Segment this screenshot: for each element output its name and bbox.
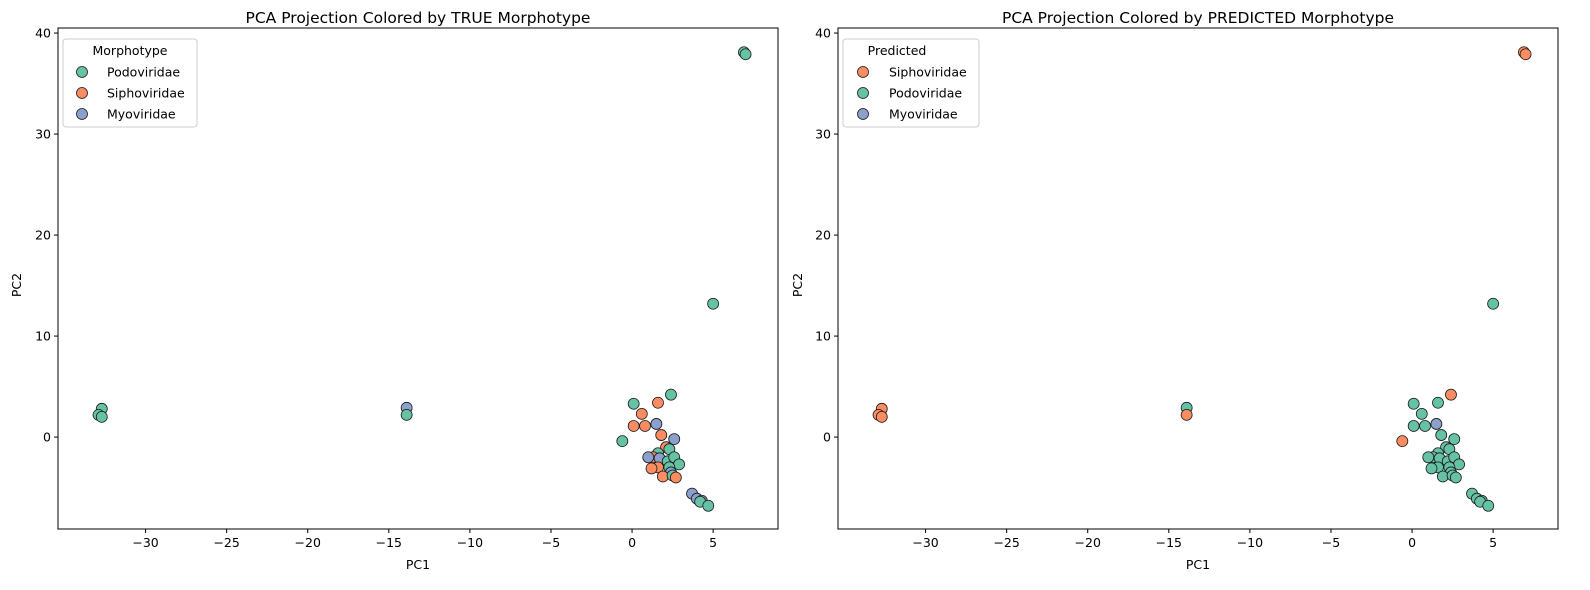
data-point-myoviridae: [1430, 418, 1443, 430]
x-tick-label: 5: [709, 535, 717, 550]
data-point-siphoviridae: [669, 471, 682, 484]
data-point-podoviridae: [1407, 397, 1420, 410]
y-tick-label: 30: [35, 127, 51, 142]
y-tick-label: 20: [35, 228, 51, 243]
data-point-podoviridae: [1415, 407, 1428, 420]
x-tick-label: −5: [1322, 535, 1340, 550]
y-axis-label: PC2: [9, 273, 24, 297]
data-point-podoviridae: [1422, 451, 1435, 464]
legend: Predicted Siphoviridae Podoviridae Myovi…: [842, 38, 980, 128]
y-tick-label: 40: [35, 26, 51, 41]
x-tick-label: −20: [1075, 535, 1101, 550]
legend-label: Myoviridae: [107, 107, 176, 122]
y-tick-label: 0: [43, 430, 51, 445]
data-point-podoviridae: [1407, 420, 1420, 432]
y-tick-label: 40: [815, 26, 831, 41]
data-point-siphoviridae: [635, 407, 648, 420]
scatter-panel-predicted: PCA Projection Colored by PREDICTED Morp…: [790, 9, 1559, 572]
y-tick-label: 10: [35, 329, 51, 344]
plot-area: [92, 46, 752, 512]
data-point-podoviridae: [739, 48, 752, 61]
x-tick-label: −25: [993, 535, 1019, 550]
x-tick-label: 0: [1408, 535, 1416, 550]
legend-label: Podoviridae: [107, 65, 180, 80]
x-tick-label: 5: [1489, 535, 1497, 550]
data-point-myoviridae: [642, 451, 655, 464]
y-tick-label: 20: [815, 228, 831, 243]
data-point-podoviridae: [1449, 471, 1462, 484]
data-point-siphoviridae: [656, 470, 669, 483]
data-point-podoviridae: [616, 435, 629, 448]
data-point-siphoviridae: [875, 410, 888, 423]
legend-label: Podoviridae: [889, 86, 962, 101]
plot-area: [872, 46, 1532, 512]
legend-marker: [76, 108, 88, 120]
legend-marker: [857, 66, 869, 78]
data-point-podoviridae: [1432, 396, 1444, 409]
data-point-podoviridae: [673, 458, 685, 471]
x-tick-label: −15: [1156, 535, 1182, 550]
data-point-podoviridae: [1448, 433, 1461, 446]
data-point-myoviridae: [650, 418, 663, 430]
legend: Morphotype Podoviridae Siphoviridae Myov…: [62, 38, 198, 128]
x-tick-label: −5: [542, 535, 560, 550]
y-axis-label: PC2: [790, 273, 805, 297]
legend-marker: [76, 66, 88, 78]
data-point-podoviridae: [627, 397, 640, 410]
x-tick-label: −20: [295, 535, 321, 550]
y-tick-label: 30: [815, 127, 831, 142]
scatter-panel-true: PCA Projection Colored by TRUE Morphotyp…: [9, 9, 779, 572]
data-point-podoviridae: [1435, 429, 1448, 441]
y-tick-label: 0: [823, 430, 831, 445]
x-axis-label: PC1: [406, 557, 430, 572]
x-tick-label: −30: [912, 535, 938, 550]
data-point-siphoviridae: [1445, 388, 1457, 401]
x-tick-label: 0: [628, 535, 636, 550]
data-point-podoviridae: [1482, 499, 1495, 512]
data-point-siphoviridae: [1180, 408, 1193, 421]
x-tick-label: −30: [132, 535, 158, 550]
data-point-siphoviridae: [639, 420, 651, 432]
chart-title: PCA Projection Colored by TRUE Morphotyp…: [246, 9, 591, 27]
legend-label: Myoviridae: [889, 107, 958, 122]
data-point-podoviridae: [95, 410, 108, 423]
data-point-podoviridae: [1436, 470, 1449, 483]
data-point-siphoviridae: [655, 429, 668, 441]
legend-marker: [857, 108, 869, 120]
data-point-podoviridae: [707, 297, 720, 310]
data-point-podoviridae: [1419, 420, 1431, 432]
legend-label: Siphoviridae: [107, 86, 185, 101]
data-point-podoviridae: [1425, 462, 1438, 475]
legend-label: Siphoviridae: [889, 65, 967, 80]
x-tick-label: −25: [213, 535, 239, 550]
data-point-podoviridae: [665, 388, 677, 401]
legend-box: [842, 38, 980, 128]
legend-title: Predicted: [868, 43, 927, 58]
data-point-siphoviridae: [1519, 48, 1532, 61]
y-tick-label: 10: [815, 329, 831, 344]
x-axis-label: PC1: [1186, 557, 1210, 572]
legend-marker: [857, 87, 869, 99]
data-point-myoviridae: [668, 433, 681, 446]
data-point-podoviridae: [1453, 458, 1465, 471]
legend-title: Morphotype: [93, 43, 168, 58]
legend-box: [62, 38, 198, 128]
data-point-podoviridae: [400, 408, 413, 421]
data-point-podoviridae: [1487, 297, 1500, 310]
x-tick-label: −15: [376, 535, 402, 550]
chart-title: PCA Projection Colored by PREDICTED Morp…: [1002, 9, 1394, 27]
data-point-podoviridae: [702, 499, 715, 512]
data-point-siphoviridae: [627, 420, 640, 432]
legend-marker: [76, 87, 88, 99]
x-tick-label: −10: [1237, 535, 1263, 550]
x-tick-label: −10: [457, 535, 483, 550]
data-point-siphoviridae: [645, 462, 658, 475]
data-point-siphoviridae: [1396, 435, 1409, 448]
axes-frame: [837, 27, 1559, 530]
data-point-siphoviridae: [652, 396, 664, 409]
axes-frame: [57, 27, 779, 530]
